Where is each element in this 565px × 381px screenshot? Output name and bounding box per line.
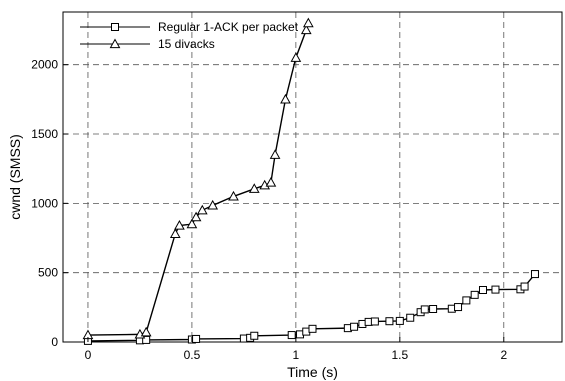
- legend-label: 15 divacks: [158, 37, 215, 51]
- x-tick-label: 2: [500, 348, 507, 362]
- data-point: [470, 290, 479, 299]
- data-point: [265, 177, 277, 187]
- legend: Regular 1-ACK per packet 15 divacks: [80, 20, 299, 51]
- series-layer: [82, 17, 539, 345]
- data-point: [491, 285, 500, 294]
- x-axis-label: Time (s): [287, 364, 338, 380]
- data-point: [269, 149, 281, 159]
- legend-item: 15 divacks: [80, 37, 215, 51]
- data-point: [280, 93, 291, 104]
- data-point: [462, 296, 471, 305]
- data-point: [520, 282, 529, 291]
- data-point: [429, 305, 438, 313]
- data-point: [350, 322, 359, 331]
- data-point: [530, 270, 539, 279]
- data-point: [308, 324, 317, 333]
- data-point: [186, 218, 198, 229]
- y-axis-label: cwnd (SMSS): [7, 134, 23, 220]
- data-point: [228, 190, 239, 201]
- data-point: [300, 24, 312, 35]
- x-tick-label: 0: [85, 348, 92, 362]
- plot-frame: [62, 11, 563, 343]
- y-tick-label: 0: [51, 335, 58, 349]
- ticks-layer: 0 0.5 1 1.5 2 0 500 1000 1500 2000: [31, 58, 507, 362]
- y-tick-label: 1500: [31, 127, 58, 141]
- data-point: [302, 17, 314, 28]
- grid-lines: [63, 12, 562, 342]
- series-2: [82, 17, 314, 340]
- series-line: [87, 22, 310, 336]
- legend-label: Regular 1-ACK per packet: [158, 20, 299, 34]
- data-point: [250, 331, 259, 340]
- series-1: [83, 270, 539, 345]
- y-tick-label: 2000: [31, 58, 58, 72]
- data-point: [190, 211, 202, 222]
- x-tick-label: 1: [293, 348, 300, 362]
- data-point: [169, 228, 181, 238]
- legend-item: Regular 1-ACK per packet: [80, 20, 299, 34]
- x-tick-label: 0.5: [184, 348, 201, 362]
- y-tick-label: 1000: [31, 196, 58, 210]
- data-point: [248, 183, 260, 193]
- data-point: [395, 316, 404, 325]
- data-point: [454, 303, 463, 312]
- data-point: [140, 326, 152, 337]
- x-tick-label: 1.5: [391, 348, 408, 362]
- data-point: [290, 52, 302, 62]
- data-point: [420, 305, 429, 314]
- data-point: [174, 219, 185, 230]
- data-point: [406, 313, 415, 322]
- legend-marker: [111, 23, 119, 31]
- data-point: [207, 199, 219, 210]
- legend-marker: [109, 38, 121, 49]
- data-point: [385, 317, 394, 326]
- data-point: [370, 317, 379, 326]
- y-tick-label: 500: [38, 266, 58, 280]
- data-point: [196, 204, 208, 215]
- data-point: [478, 286, 487, 295]
- data-point: [142, 335, 151, 344]
- data-point: [287, 331, 296, 340]
- data-point: [192, 334, 201, 343]
